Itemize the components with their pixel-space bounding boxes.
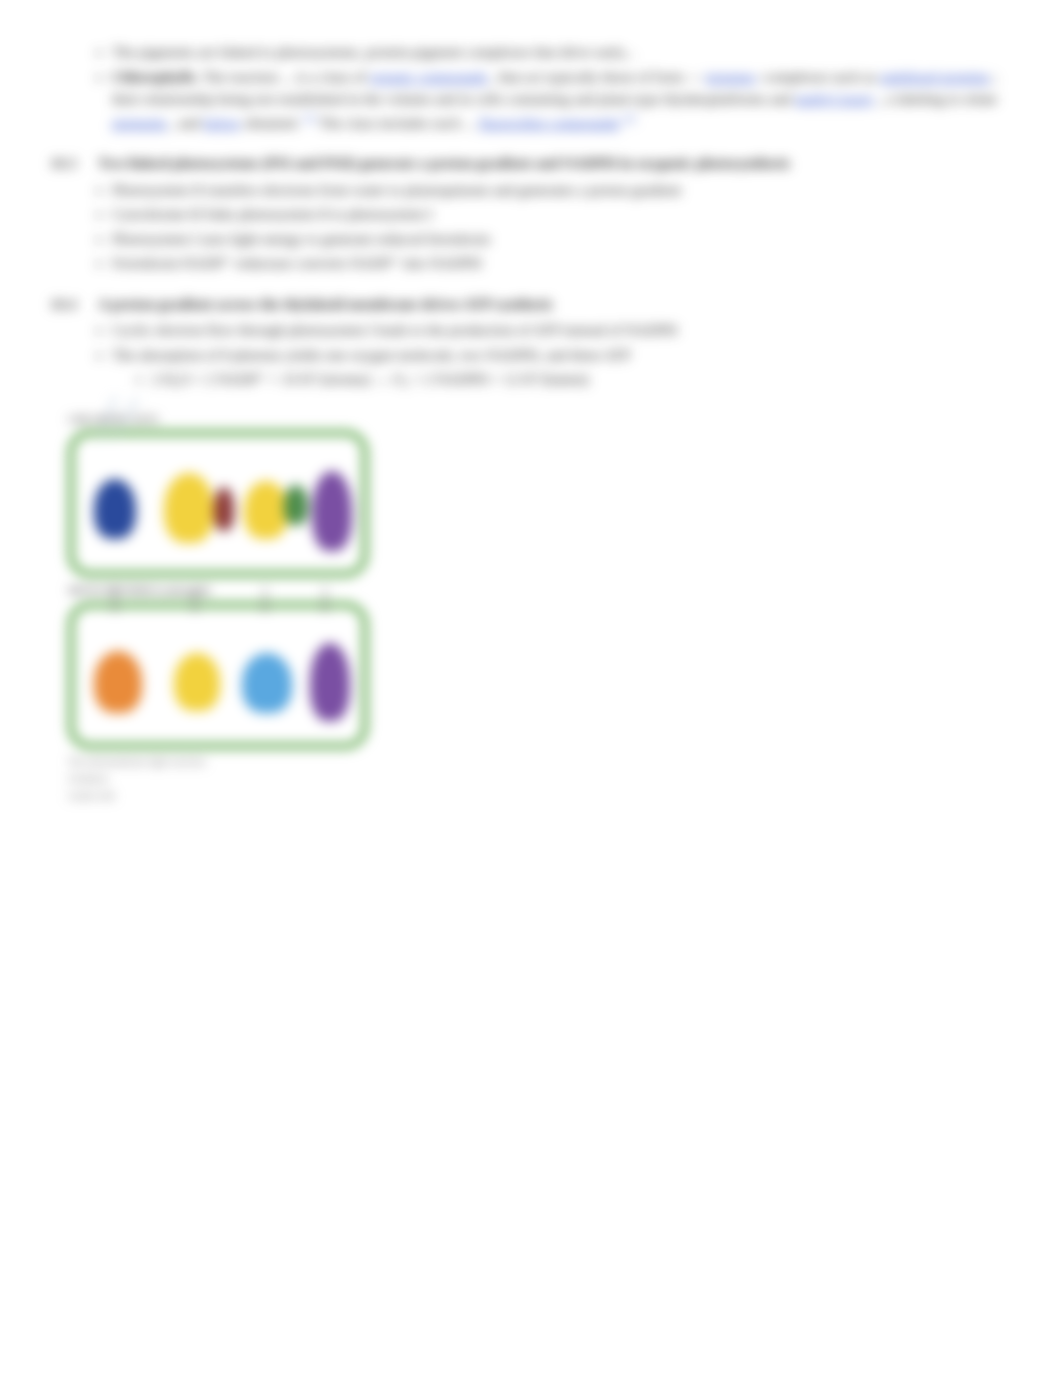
- link-stabilized[interactable]: stabilized proteins: [880, 70, 990, 86]
- bullet-text: The pigments are linked to photosystems,…: [112, 45, 635, 61]
- list-item: Cyclic electron flow through photosystem…: [112, 320, 1012, 343]
- section-title: A proton gradient across the thylakoid m…: [98, 294, 1012, 317]
- complex-fnr: [284, 485, 308, 525]
- equation: 2 H₂O + 2 NADP⁺ + 10 H⁺(stroma) → O₂ + 2…: [152, 369, 1012, 392]
- figure-label-mid: MITOCHONDRIA (enlarged): [68, 583, 368, 600]
- list-item: Cytochrome bf links photosystem II to ph…: [112, 204, 1012, 227]
- complex-small: [214, 487, 234, 531]
- complex-atp-synthase: [310, 643, 350, 721]
- bullet-frag: -complexes such as: [759, 70, 879, 86]
- citation-sup[interactable]: [1]: [303, 114, 315, 125]
- list-item: The absorption of 8 photons yields one o…: [112, 345, 1012, 392]
- complex-cytbf: [164, 473, 214, 543]
- figure-caption-1: The intermembrane light reactions: [68, 755, 368, 770]
- bullet-frag: , a labeling to relate: [879, 92, 998, 108]
- section-number: 10.3: [50, 153, 82, 176]
- intro-bullet-list: The pigments are linked to photosystems,…: [50, 42, 1012, 135]
- complex-IV: [242, 653, 292, 713]
- figure-caption-3: Lumen side: [68, 789, 368, 804]
- link-below[interactable]: below: [204, 116, 241, 132]
- arrow-icon: [264, 586, 266, 612]
- figure-caption-2: Oxidation: [68, 772, 368, 787]
- bullet-text: The absorption of 8 photons yields one o…: [112, 348, 631, 364]
- link-methyl[interactable]: methyl treaty: [795, 92, 875, 108]
- section-10-4-bullets: Cyclic electron flow through photosystem…: [50, 320, 1012, 392]
- list-item: Ferredoxin-NADP⁺ reductase converts NADP…: [112, 253, 1012, 276]
- chloroplast-membrane: [68, 430, 368, 577]
- citation-sup[interactable]: [2]: [623, 114, 635, 125]
- complex-I: [94, 651, 142, 713]
- section-10-4-heading: 10.4 A proton gradient across the thylak…: [50, 294, 1012, 317]
- complex-atp-synthase: [312, 471, 352, 551]
- section-10-3-bullets: Photosystem II transfers electrons from …: [50, 180, 1012, 276]
- arrow-icon: [114, 586, 116, 612]
- bullet-frag: , and: [171, 116, 204, 132]
- bullet-frag: obtained.: [244, 116, 299, 132]
- complex-psi: [244, 481, 288, 539]
- section-number: 10.4: [50, 294, 82, 317]
- bullet-frag: , that act typically those of form —: [491, 70, 706, 86]
- link-fluoro[interactable]: fluorochlor compounds: [479, 116, 619, 132]
- term: Chlorophylls.: [112, 70, 199, 86]
- complex-III: [174, 653, 220, 711]
- mitochondria-membrane: [68, 602, 368, 749]
- membrane-figure: CHLOROPLASTS MITOCHONDRIA (enlarged) The…: [68, 412, 368, 804]
- link-organic-compounds[interactable]: organic compounds: [370, 70, 488, 86]
- arrow-icon: [194, 586, 196, 612]
- list-item: Photosystem II transfers electrons from …: [112, 180, 1012, 203]
- complex-psii: [94, 479, 136, 539]
- list-item: Photosystem I uses light energy to gener…: [112, 229, 1012, 252]
- arrow-icon: [324, 586, 326, 612]
- bullet-frag: The reaction ... is a class of: [202, 70, 369, 86]
- section-title: Two linked photosystems (PSI and PSII) g…: [98, 153, 1012, 176]
- bullet-tail: The class includes such ...: [319, 116, 479, 132]
- link-protein[interactable]: terpenes: [706, 70, 756, 86]
- list-item: The pigments are linked to photosystems,…: [112, 42, 1012, 65]
- figure-label-top: CHLOROPLASTS: [68, 412, 368, 429]
- section-10-3-heading: 10.3 Two linked photosystems (PSI and PS…: [50, 153, 1012, 176]
- link-pigments[interactable]: pigments: [112, 116, 167, 132]
- list-item: Chlorophylls. The reaction ... is a clas…: [112, 67, 1012, 136]
